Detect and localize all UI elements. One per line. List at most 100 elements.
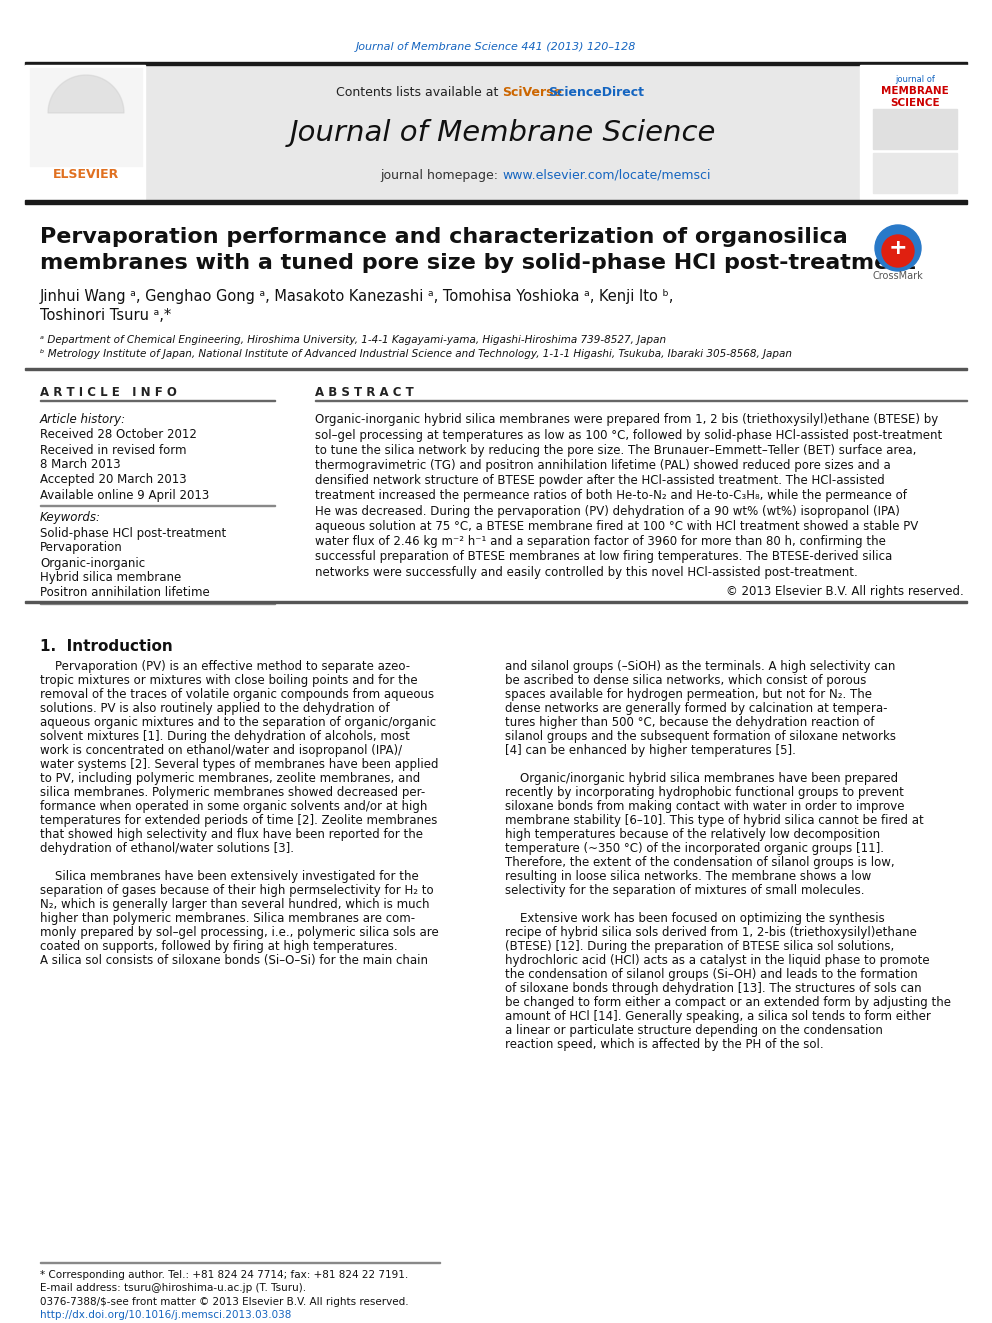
Text: dense networks are generally formed by calcination at tempera-: dense networks are generally formed by c…: [505, 701, 888, 714]
Text: successful preparation of BTESE membranes at low firing temperatures. The BTESE-: successful preparation of BTESE membrane…: [315, 550, 892, 564]
Bar: [145, 65, 860, 200]
Text: be ascribed to dense silica networks, which consist of porous: be ascribed to dense silica networks, wh…: [505, 673, 866, 687]
Text: CrossMark: CrossMark: [873, 271, 924, 280]
Text: dehydration of ethanol/water solutions [3].: dehydration of ethanol/water solutions […: [40, 841, 294, 855]
Text: be changed to form either a compact or an extended form by adjusting the: be changed to form either a compact or a…: [505, 996, 951, 1008]
Text: Accepted 20 March 2013: Accepted 20 March 2013: [40, 474, 186, 487]
Text: tures higher than 500 °C, because the dehydration reaction of: tures higher than 500 °C, because the de…: [505, 716, 874, 729]
Text: that showed high selectivity and flux have been reported for the: that showed high selectivity and flux ha…: [40, 828, 423, 840]
Text: temperature (~350 °C) of the incorporated organic groups [11].: temperature (~350 °C) of the incorporate…: [505, 841, 884, 855]
Text: Toshinori Tsuru ᵃ,*: Toshinori Tsuru ᵃ,*: [40, 308, 172, 324]
Text: a linear or particulate structure depending on the condensation: a linear or particulate structure depend…: [505, 1024, 883, 1037]
Text: membrane stability [6–10]. This type of hybrid silica cannot be fired at: membrane stability [6–10]. This type of …: [505, 814, 924, 827]
Text: solutions. PV is also routinely applied to the dehydration of: solutions. PV is also routinely applied …: [40, 701, 390, 714]
Text: water flux of 2.46 kg m⁻² h⁻¹ and a separation factor of 3960 for more than 80 h: water flux of 2.46 kg m⁻² h⁻¹ and a sepa…: [315, 534, 886, 548]
Text: selectivity for the separation of mixtures of small molecules.: selectivity for the separation of mixtur…: [505, 884, 864, 897]
Text: to tune the silica network by reducing the pore size. The Brunauer–Emmett–Teller: to tune the silica network by reducing t…: [315, 445, 917, 456]
Bar: [25, 62, 967, 65]
Text: 0376-7388/$-see front matter © 2013 Elsevier B.V. All rights reserved.: 0376-7388/$-see front matter © 2013 Else…: [40, 1297, 409, 1307]
Bar: [25, 601, 967, 603]
Text: thermogravimetric (TG) and positron annihilation lifetime (PAL) showed reduced p: thermogravimetric (TG) and positron anni…: [315, 459, 891, 472]
Bar: [30, 67, 142, 165]
Text: journal homepage:: journal homepage:: [381, 168, 503, 181]
Text: SCIENCE: SCIENCE: [890, 98, 939, 108]
Text: hydrochloric acid (HCl) acts as a catalyst in the liquid phase to promote: hydrochloric acid (HCl) acts as a cataly…: [505, 954, 930, 967]
Text: Silica membranes have been extensively investigated for the: Silica membranes have been extensively i…: [40, 869, 419, 882]
Text: resulting in loose silica networks. The membrane shows a low: resulting in loose silica networks. The …: [505, 869, 871, 882]
Text: of siloxane bonds through dehydration [13]. The structures of sols can: of siloxane bonds through dehydration [1…: [505, 982, 922, 995]
Text: Pervaporation performance and characterization of organosilica: Pervaporation performance and characteri…: [40, 228, 848, 247]
Text: Pervaporation: Pervaporation: [40, 541, 123, 554]
Bar: [25, 368, 967, 369]
Text: networks were successfully and easily controlled by this novel HCl-assisted post: networks were successfully and easily co…: [315, 565, 858, 578]
Bar: [860, 65, 970, 200]
Text: to PV, including polymeric membranes, zeolite membranes, and: to PV, including polymeric membranes, ze…: [40, 771, 421, 785]
Text: removal of the traces of volatile organic compounds from aqueous: removal of the traces of volatile organi…: [40, 688, 434, 701]
Text: SciVerse: SciVerse: [503, 86, 562, 98]
Text: and silanol groups (–SiOH) as the terminals. A high selectivity can: and silanol groups (–SiOH) as the termin…: [505, 660, 896, 672]
Text: separation of gases because of their high permselectivity for H₂ to: separation of gases because of their hig…: [40, 884, 434, 897]
Text: formance when operated in some organic solvents and/or at high: formance when operated in some organic s…: [40, 799, 428, 812]
Text: Available online 9 April 2013: Available online 9 April 2013: [40, 488, 209, 501]
Text: temperatures for extended periods of time [2]. Zeolite membranes: temperatures for extended periods of tim…: [40, 814, 437, 827]
Text: Hybrid silica membrane: Hybrid silica membrane: [40, 572, 182, 585]
Text: E-mail address: tsuru@hiroshima-u.ac.jp (T. Tsuru).: E-mail address: tsuru@hiroshima-u.ac.jp …: [40, 1283, 307, 1293]
Text: N₂, which is generally larger than several hundred, which is much: N₂, which is generally larger than sever…: [40, 898, 430, 910]
Text: MEMBRANE: MEMBRANE: [881, 86, 949, 97]
Text: Jinhui Wang ᵃ, Genghao Gong ᵃ, Masakoto Kanezashi ᵃ, Tomohisa Yoshioka ᵃ, Kenji : Jinhui Wang ᵃ, Genghao Gong ᵃ, Masakoto …: [40, 290, 675, 304]
Text: solvent mixtures [1]. During the dehydration of alcohols, most: solvent mixtures [1]. During the dehydra…: [40, 730, 410, 742]
Text: http://dx.doi.org/10.1016/j.memsci.2013.03.038: http://dx.doi.org/10.1016/j.memsci.2013.…: [40, 1310, 292, 1320]
Text: He was decreased. During the pervaporation (PV) dehydration of a 90 wt% (wt%) is: He was decreased. During the pervaporati…: [315, 504, 900, 517]
Text: Organic/inorganic hybrid silica membranes have been prepared: Organic/inorganic hybrid silica membrane…: [505, 771, 898, 785]
Bar: [25, 200, 967, 204]
Text: ScienceDirect: ScienceDirect: [549, 86, 645, 98]
Text: the condensation of silanol groups (Si–OH) and leads to the formation: the condensation of silanol groups (Si–O…: [505, 967, 918, 980]
Text: Article history:: Article history:: [40, 414, 126, 426]
Text: higher than polymeric membranes. Silica membranes are com-: higher than polymeric membranes. Silica …: [40, 912, 415, 925]
Text: recipe of hybrid silica sols derived from 1, 2-bis (triethoxysilyl)ethane: recipe of hybrid silica sols derived fro…: [505, 926, 917, 939]
Text: Keywords:: Keywords:: [40, 512, 101, 524]
Text: * Corresponding author. Tel.: +81 824 24 7714; fax: +81 824 22 7191.: * Corresponding author. Tel.: +81 824 24…: [40, 1270, 409, 1279]
Text: Organic-inorganic: Organic-inorganic: [40, 557, 145, 569]
Text: (BTESE) [12]. During the preparation of BTESE silica sol solutions,: (BTESE) [12]. During the preparation of …: [505, 939, 894, 953]
Text: Journal of Membrane Science 441 (2013) 120–128: Journal of Membrane Science 441 (2013) 1…: [356, 42, 636, 52]
Text: Received in revised form: Received in revised form: [40, 443, 186, 456]
Text: [4] can be enhanced by higher temperatures [5].: [4] can be enhanced by higher temperatur…: [505, 744, 796, 757]
Text: work is concentrated on ethanol/water and isopropanol (IPA)/: work is concentrated on ethanol/water an…: [40, 744, 402, 757]
Bar: [873, 108, 957, 149]
Text: ᵇ Metrology Institute of Japan, National Institute of Advanced Industrial Scienc: ᵇ Metrology Institute of Japan, National…: [40, 349, 792, 359]
Text: tropic mixtures or mixtures with close boiling points and for the: tropic mixtures or mixtures with close b…: [40, 673, 418, 687]
Text: densified network structure of BTESE powder after the HCl-assisted treatment. Th: densified network structure of BTESE pow…: [315, 475, 885, 487]
Text: ELSEVIER: ELSEVIER: [53, 168, 119, 181]
Circle shape: [882, 235, 914, 267]
Text: Contents lists available at: Contents lists available at: [336, 86, 503, 98]
Text: water systems [2]. Several types of membranes have been applied: water systems [2]. Several types of memb…: [40, 758, 438, 771]
Text: Solid-phase HCl post-treatment: Solid-phase HCl post-treatment: [40, 527, 226, 540]
Text: Positron annihilation lifetime: Positron annihilation lifetime: [40, 586, 209, 599]
Text: journal of: journal of: [895, 75, 934, 85]
Text: A silica sol consists of siloxane bonds (Si–O–Si) for the main chain: A silica sol consists of siloxane bonds …: [40, 954, 428, 967]
Text: A R T I C L E   I N F O: A R T I C L E I N F O: [40, 386, 177, 400]
Text: Journal of Membrane Science: Journal of Membrane Science: [290, 119, 715, 147]
Text: membranes with a tuned pore size by solid-phase HCl post-treatment: membranes with a tuned pore size by soli…: [40, 253, 916, 273]
Text: © 2013 Elsevier B.V. All rights reserved.: © 2013 Elsevier B.V. All rights reserved…: [726, 585, 964, 598]
Text: treatment increased the permeance ratios of both He-to-N₂ and He-to-C₃H₈, while : treatment increased the permeance ratios…: [315, 490, 907, 503]
Text: 1.  Introduction: 1. Introduction: [40, 639, 173, 654]
Text: aqueous solution at 75 °C, a BTESE membrane fired at 100 °C with HCl treatment s: aqueous solution at 75 °C, a BTESE membr…: [315, 520, 919, 533]
Text: siloxane bonds from making contact with water in order to improve: siloxane bonds from making contact with …: [505, 799, 905, 812]
Text: high temperatures because of the relatively low decomposition: high temperatures because of the relativ…: [505, 828, 880, 840]
Bar: [25, 65, 145, 200]
Text: spaces available for hydrogen permeation, but not for N₂. The: spaces available for hydrogen permeation…: [505, 688, 872, 701]
Text: +: +: [889, 238, 908, 258]
Circle shape: [875, 225, 921, 271]
Text: silica membranes. Polymeric membranes showed decreased per-: silica membranes. Polymeric membranes sh…: [40, 786, 426, 799]
Text: ᵃ Department of Chemical Engineering, Hiroshima University, 1-4-1 Kagayami-yama,: ᵃ Department of Chemical Engineering, Hi…: [40, 335, 666, 345]
Text: reaction speed, which is affected by the PH of the sol.: reaction speed, which is affected by the…: [505, 1037, 823, 1050]
Text: 8 March 2013: 8 March 2013: [40, 459, 121, 471]
Text: Organic-inorganic hybrid silica membranes were prepared from 1, 2 bis (triethoxy: Organic-inorganic hybrid silica membrane…: [315, 414, 938, 426]
Text: Extensive work has been focused on optimizing the synthesis: Extensive work has been focused on optim…: [505, 912, 885, 925]
Text: recently by incorporating hydrophobic functional groups to prevent: recently by incorporating hydrophobic fu…: [505, 786, 904, 799]
Text: silanol groups and the subsequent formation of siloxane networks: silanol groups and the subsequent format…: [505, 730, 896, 742]
Text: Received 28 October 2012: Received 28 October 2012: [40, 429, 196, 442]
Text: coated on supports, followed by firing at high temperatures.: coated on supports, followed by firing a…: [40, 939, 398, 953]
